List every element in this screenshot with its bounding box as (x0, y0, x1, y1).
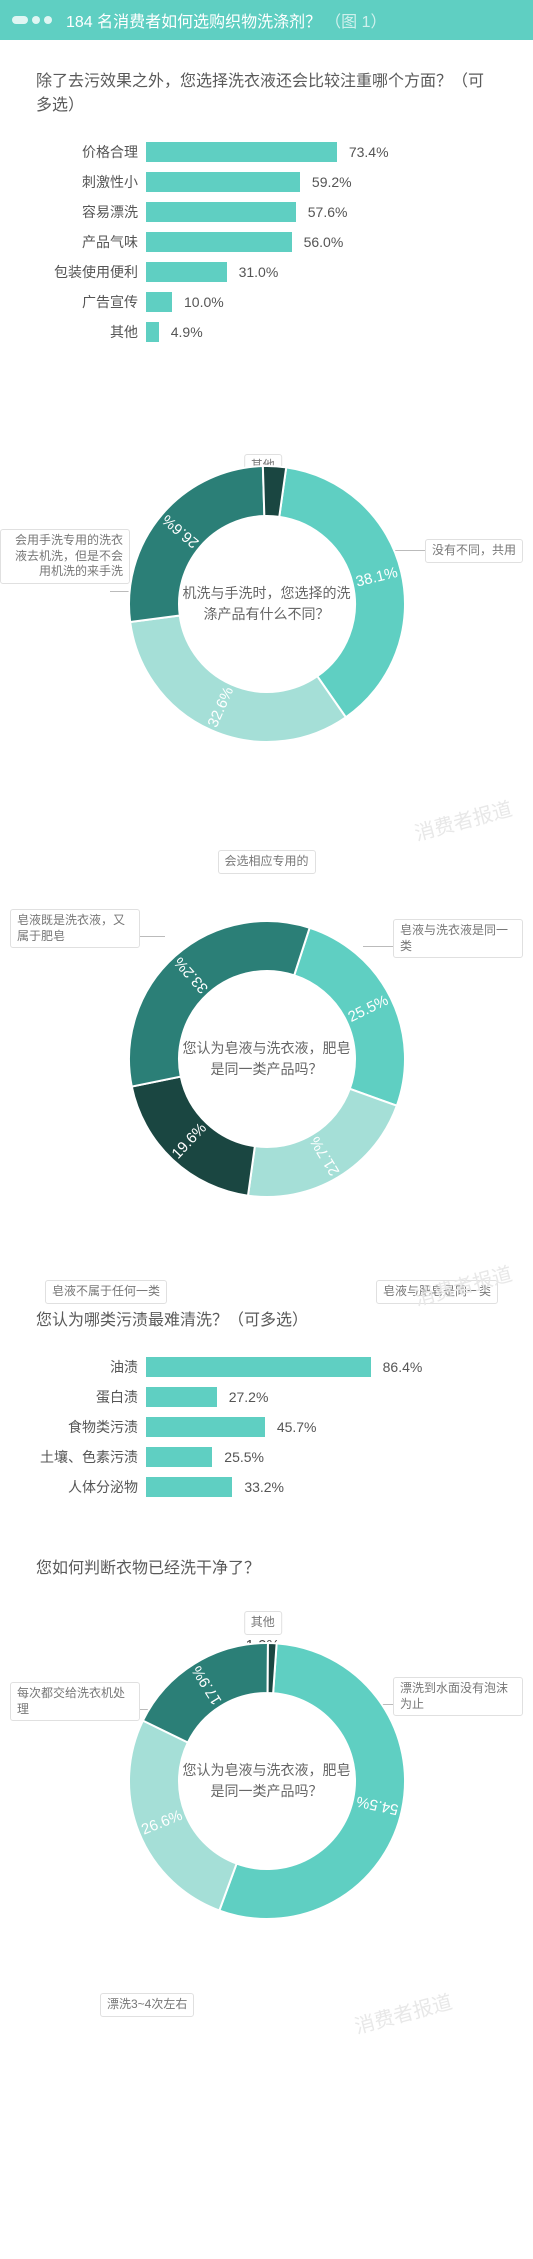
bar-label: 食物类污渍 (36, 1417, 146, 1437)
bar-track: 73.4% (146, 142, 497, 162)
bar-track: 86.4% (146, 1357, 497, 1377)
bar-track: 45.7% (146, 1417, 497, 1437)
bar-fill (146, 1477, 232, 1497)
bar-row: 包装使用便利 31.0% (36, 262, 497, 282)
header-title: 184 名消费者如何选购织物洗涤剂？ (66, 8, 321, 32)
bar1-bars: 价格合理 73.4% 刺激性小 59.2% 容易漂洗 57.6% 产品气味 56.0% 包装使用… (36, 142, 497, 342)
bar-value: 27.2% (229, 1389, 269, 1405)
watermark: 消费者报道 (411, 793, 515, 847)
bar-fill (146, 1447, 212, 1467)
bar-fill (146, 172, 300, 192)
bar-row: 油渍 86.4% (36, 1357, 497, 1377)
bar-track: 10.0% (146, 292, 497, 312)
bar-chart-1: 除了去污效果之外，您选择洗衣液还会比较注重哪个方面？（可多选） 价格合理 73.4… (0, 70, 533, 402)
bar-value: 56.0% (304, 234, 344, 250)
bar-track: 4.9% (146, 322, 497, 342)
donut1-center: 机洗与手洗时，您选择的洗涤产品有什么不同？ (182, 583, 352, 625)
bar-value: 45.7% (277, 1419, 317, 1435)
bar-value: 57.6% (308, 204, 348, 220)
bar-track: 31.0% (146, 262, 497, 282)
bar-label: 油渍 (36, 1357, 146, 1377)
donut1-callout-b: 会选相应专用的 (217, 850, 315, 874)
bar-fill (146, 262, 227, 282)
bar-track: 57.6% (146, 202, 497, 222)
donut-chart-2: 皂液与洗衣液是同一类 皂液既是洗衣液，又属于肥皂 皂液与肥皂是同一类 皂液不属于… (0, 909, 533, 1309)
bar-value: 4.9% (171, 324, 203, 340)
bar1-question: 除了去污效果之外，您选择洗衣液还会比较注重哪个方面？（可多选） (36, 70, 497, 118)
bar-fill (146, 322, 159, 342)
bar-label: 包装使用便利 (36, 262, 146, 282)
bar-fill (146, 1417, 265, 1437)
bar-fill (146, 142, 337, 162)
donut-slice (129, 1721, 237, 1911)
bar-fill (146, 292, 172, 312)
bar-value: 31.0% (239, 264, 279, 280)
bar-label: 价格合理 (36, 142, 146, 162)
bar-fill (146, 1357, 371, 1377)
donut-slice (130, 615, 346, 742)
bar-value: 25.5% (224, 1449, 264, 1465)
bar-label: 产品气味 (36, 232, 146, 252)
bar2-bars: 油渍 86.4% 蛋白渍 27.2% 食物类污渍 45.7% 土壤、色素污渍 25.5% 人体分… (36, 1357, 497, 1497)
bar-track: 59.2% (146, 172, 497, 192)
donut-chart-3: 您如何判断衣物已经洗干净了？ 其他 1.0% 漂洗到水面没有泡沫为止 每次都交给… (0, 1557, 533, 2017)
bar-label: 人体分泌物 (36, 1477, 146, 1497)
donut2-center: 您认为皂液与洗衣液，肥皂是同一类产品吗？ (182, 1038, 352, 1080)
bar-track: 33.2% (146, 1477, 497, 1497)
bar-label: 土壤、色素污渍 (36, 1447, 146, 1467)
bar-row: 食物类污渍 45.7% (36, 1417, 497, 1437)
bar-track: 27.2% (146, 1387, 497, 1407)
donut3-question: 您如何判断衣物已经洗干净了？ (36, 1557, 497, 1581)
bar2-question: 您认为哪类污渍最难清洗？（可多选） (36, 1309, 497, 1333)
bar-value: 59.2% (312, 174, 352, 190)
bar-row: 蛋白渍 27.2% (36, 1387, 497, 1407)
bar-row: 土壤、色素污渍 25.5% (36, 1447, 497, 1467)
watermark: 消费者报道 (351, 1986, 455, 2040)
bar-track: 25.5% (146, 1447, 497, 1467)
bar-value: 86.4% (383, 1359, 423, 1375)
header-dots (12, 16, 56, 24)
bar-row: 其他 4.9% (36, 322, 497, 342)
bar-fill (146, 232, 292, 252)
donut3-callout-b: 漂洗3~4次左右 (100, 1993, 194, 2017)
bar-value: 73.4% (349, 144, 389, 160)
donut2-callout-br: 皂液与肥皂是同一类 (376, 1280, 498, 1304)
bar-label: 刺激性小 (36, 172, 146, 192)
bar-value: 10.0% (184, 294, 224, 310)
bar-label: 蛋白渍 (36, 1387, 146, 1407)
bar-label: 广告宣传 (36, 292, 146, 312)
bar-row: 人体分泌物 33.2% (36, 1477, 497, 1497)
bar-row: 产品气味 56.0% (36, 232, 497, 252)
bar-fill (146, 1387, 217, 1407)
bar-row: 广告宣传 10.0% (36, 292, 497, 312)
bar-value: 33.2% (244, 1479, 284, 1495)
bar-row: 刺激性小 59.2% (36, 172, 497, 192)
header-band: 184 名消费者如何选购织物洗涤剂？ （图 1） (0, 0, 533, 40)
bar-row: 容易漂洗 57.6% (36, 202, 497, 222)
bar-row: 价格合理 73.4% (36, 142, 497, 162)
donut-chart-1: 其他 2.7% 没有不同，共用 会用手洗专用的洗衣液去机洗，但是不会用机洗的来手… (0, 454, 533, 874)
bar-label: 其他 (36, 322, 146, 342)
bar-chart-2: 您认为哪类污渍最难清洗？（可多选） 油渍 86.4% 蛋白渍 27.2% 食物类污渍 45… (0, 1309, 533, 1557)
bar-label: 容易漂洗 (36, 202, 146, 222)
donut3-center: 您认为皂液与洗衣液，肥皂是同一类产品吗？ (182, 1760, 352, 1802)
header-tail: （图 1） (325, 8, 386, 32)
bar-track: 56.0% (146, 232, 497, 252)
bar-fill (146, 202, 296, 222)
donut2-callout-bl: 皂液不属于任何一类 (45, 1280, 167, 1304)
